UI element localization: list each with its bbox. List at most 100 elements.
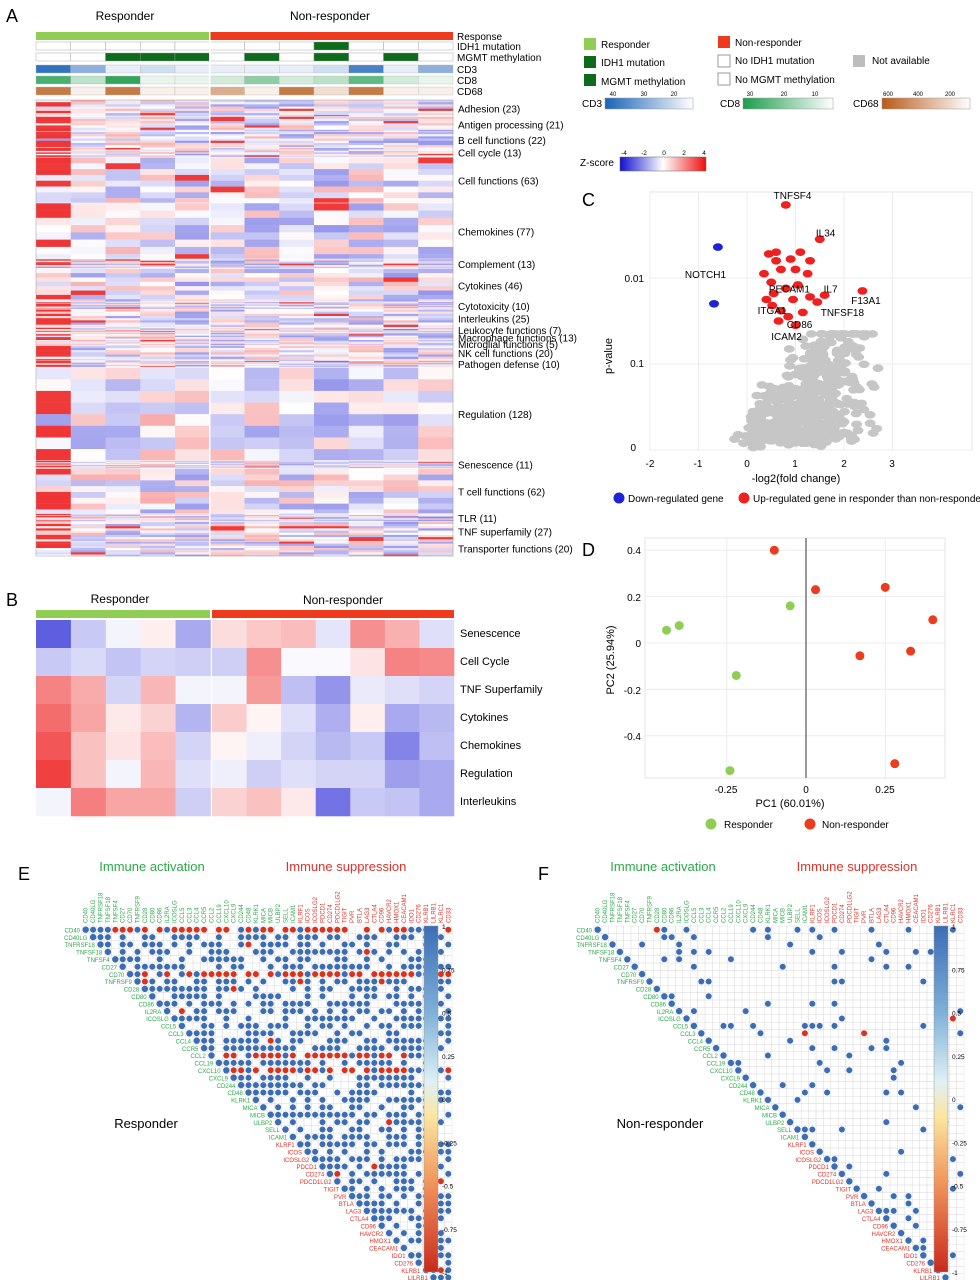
heatmap-cell (105, 514, 141, 516)
heatmap-cell (383, 327, 419, 329)
corr-positive-dot (363, 1059, 370, 1066)
heatmap-cell (105, 449, 141, 461)
cd8-colorbar-label: CD8 (720, 99, 740, 110)
heatmap-cell (212, 704, 247, 733)
heatmap-cell (383, 534, 419, 538)
cd68-cell (244, 86, 280, 96)
heatmap-cell (105, 121, 141, 124)
heatmap-cell (383, 232, 419, 240)
heatmap-cell (36, 108, 72, 112)
corr-grid-cell (326, 992, 334, 1001)
heatmap-cell (105, 125, 141, 128)
corr-positive-dot (260, 1008, 267, 1015)
corr-positive-dot (415, 1193, 422, 1200)
pathway-label: Interleukins (25) (458, 315, 530, 326)
heatmap-cell (70, 110, 106, 114)
heatmap-cell (348, 305, 384, 307)
c-background-point (813, 411, 825, 419)
corr-grid-cell (340, 985, 349, 993)
corr-positive-dot (408, 1148, 415, 1155)
heatmap-cell (418, 515, 454, 517)
heatmap-cell (70, 497, 106, 504)
heatmap-cell (209, 466, 245, 468)
corr-grid-cell (222, 962, 231, 971)
cd8-cell (348, 75, 384, 85)
heatmap-cell (244, 152, 280, 155)
corr-positive-dot (238, 1037, 245, 1044)
corr-grid-cell (355, 992, 364, 1001)
heatmap-cell (36, 414, 72, 427)
heatmap-cell (140, 356, 176, 360)
heatmap-cell (105, 362, 141, 364)
heatmap-cell (212, 648, 247, 677)
corr-col-label: ICOSLG2 (313, 896, 319, 923)
corr-grid-cell (266, 977, 275, 986)
heatmap-cell (279, 402, 315, 415)
heatmap-cell (418, 155, 454, 157)
c-background-point (808, 341, 820, 349)
corr-grid-cell (237, 948, 245, 956)
heatmap-cell (36, 342, 72, 344)
heatmap-cell (315, 620, 351, 649)
heatmap-cell (36, 246, 72, 255)
heatmap-cell (244, 260, 280, 263)
c-up-point (857, 287, 868, 295)
corr-positive-dot (215, 1000, 222, 1007)
heatmap-cell (209, 225, 245, 233)
corr-positive-dot (400, 1141, 407, 1148)
corr-positive-dot (230, 1059, 237, 1066)
corr-grid-cell (444, 955, 453, 964)
corr-grid-cell (274, 1014, 282, 1023)
heatmap-cell (36, 463, 72, 465)
d-nonresponder-point (928, 615, 938, 625)
heatmap-cell (279, 360, 315, 362)
heatmap-cell (175, 115, 211, 117)
corr-negative-dot (326, 1067, 333, 1074)
heatmap-cell (383, 356, 419, 360)
heatmap-cell (105, 127, 141, 131)
corr-grid-cell (407, 1058, 416, 1067)
heatmap-cell (348, 480, 384, 487)
corr-positive-dot (371, 1170, 378, 1177)
heatmap-cell (314, 302, 350, 304)
heatmap-cell (419, 732, 455, 761)
heatmap-cell (209, 180, 245, 187)
corr-positive-dot (415, 985, 422, 992)
heatmap-cell (175, 516, 211, 518)
heatmap-cell (281, 620, 317, 649)
heatmap-cell (175, 552, 211, 555)
cd68-cell (70, 86, 106, 96)
heatmap-cell (244, 541, 280, 544)
corr-grid-cell (444, 933, 453, 942)
heatmap-cell (70, 354, 106, 357)
heatmap-cell (383, 329, 419, 331)
heatmap-cell (244, 474, 280, 481)
corr-positive-dot (400, 1163, 407, 1170)
heatmap-cell (140, 330, 176, 332)
heatmap-cell (209, 169, 245, 176)
corr-grid-cell (392, 1125, 401, 1134)
legend-swatch-no-mgmt (717, 72, 731, 86)
heatmap-cell (244, 345, 280, 349)
heatmap-cell (244, 524, 280, 527)
corr-positive-dot (400, 934, 407, 941)
heatmap-cell (70, 788, 107, 817)
heatmap-cell (140, 174, 176, 181)
heatmap-cell (383, 554, 419, 557)
corr-diagonal-dot (104, 948, 112, 956)
corr-grid-cell (437, 1169, 445, 1178)
heatmap-cell (244, 304, 280, 306)
heatmap-cell (70, 449, 106, 461)
heatmap-cell (279, 524, 315, 527)
heatmap-cell (140, 364, 176, 366)
heatmap-cell (418, 534, 454, 538)
corr-positive-dot (393, 941, 400, 948)
heatmap-cell (70, 543, 106, 547)
heatmap-cell (140, 425, 176, 438)
heatmap-cell (36, 100, 72, 103)
heatmap-cell (279, 467, 315, 469)
heatmap-cell (140, 129, 176, 133)
corr-grid-cell (370, 1192, 379, 1201)
corr-positive-dot (186, 1000, 193, 1007)
heatmap-cell (209, 548, 245, 551)
